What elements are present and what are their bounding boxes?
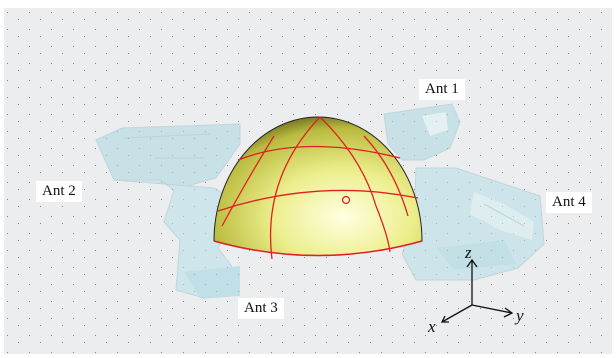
x-axis-label: x xyxy=(428,317,436,336)
cad-viewport[interactable]: Ant 1 Ant 2 Ant 3 Ant 4 z y x xyxy=(4,8,612,354)
antenna-2-body xyxy=(95,123,243,299)
antenna-4-body xyxy=(401,167,545,281)
radome-dome xyxy=(213,116,423,260)
model-scene xyxy=(4,8,612,354)
axis-triad xyxy=(440,258,514,323)
ant-4-label: Ant 4 xyxy=(546,192,592,213)
ant-3-label: Ant 3 xyxy=(238,298,284,319)
y-axis-label: y xyxy=(516,306,524,325)
z-axis-label: z xyxy=(465,243,472,262)
ant-2-label: Ant 2 xyxy=(36,181,82,202)
antenna-1-body xyxy=(383,103,461,161)
ant-1-label: Ant 1 xyxy=(419,79,465,100)
